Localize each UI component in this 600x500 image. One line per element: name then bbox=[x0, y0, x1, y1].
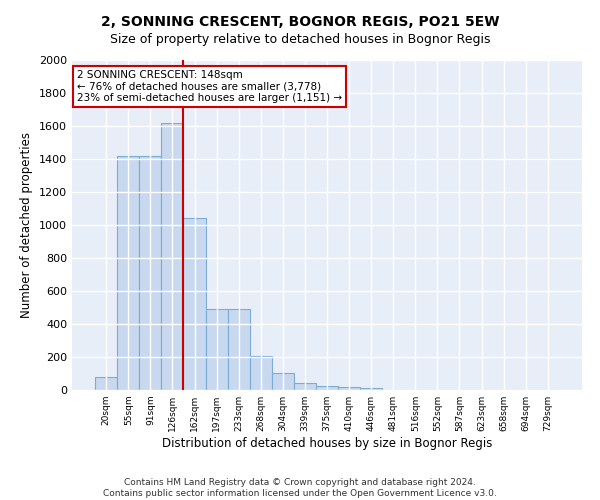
Bar bbox=[227, 309, 250, 390]
Bar bbox=[272, 372, 294, 390]
Y-axis label: Number of detached properties: Number of detached properties bbox=[20, 132, 34, 318]
Bar bbox=[294, 384, 316, 390]
Text: 2 SONNING CRESCENT: 148sqm
← 76% of detached houses are smaller (3,778)
23% of s: 2 SONNING CRESCENT: 148sqm ← 76% of deta… bbox=[77, 70, 342, 103]
Bar bbox=[184, 218, 206, 390]
Bar bbox=[117, 156, 139, 390]
Text: Size of property relative to detached houses in Bognor Regis: Size of property relative to detached ho… bbox=[110, 32, 490, 46]
Bar bbox=[338, 386, 360, 390]
Text: Contains HM Land Registry data © Crown copyright and database right 2024.
Contai: Contains HM Land Registry data © Crown c… bbox=[103, 478, 497, 498]
Bar bbox=[95, 377, 117, 390]
Bar bbox=[139, 156, 161, 390]
Text: 2, SONNING CRESCENT, BOGNOR REGIS, PO21 5EW: 2, SONNING CRESCENT, BOGNOR REGIS, PO21 … bbox=[101, 15, 499, 29]
Bar bbox=[161, 122, 184, 390]
Bar bbox=[360, 388, 382, 390]
Bar bbox=[316, 386, 338, 390]
Bar bbox=[206, 309, 227, 390]
Bar bbox=[250, 356, 272, 390]
X-axis label: Distribution of detached houses by size in Bognor Regis: Distribution of detached houses by size … bbox=[162, 437, 492, 450]
